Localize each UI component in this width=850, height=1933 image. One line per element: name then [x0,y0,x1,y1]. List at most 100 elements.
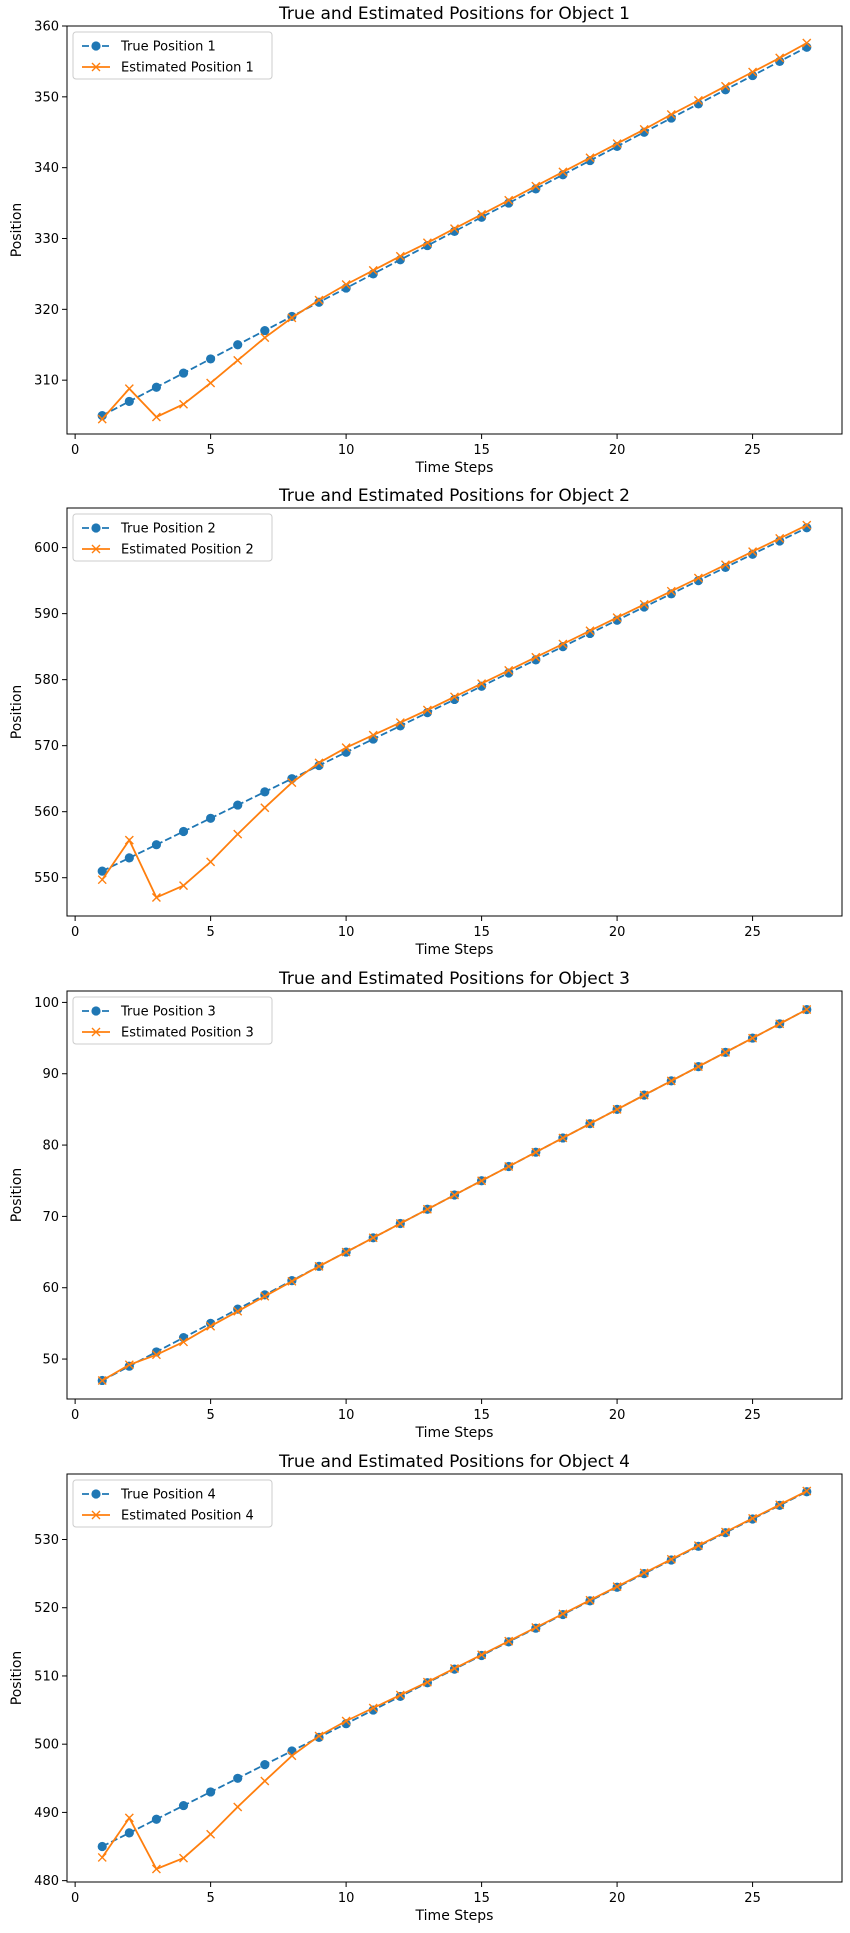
data-point [124,1813,134,1823]
series-true [97,523,812,876]
x-tick-label: 5 [206,1408,214,1423]
data-point [748,547,758,557]
legend: True Position 2 Estimated Position 2 [72,513,273,562]
x-tick-label: 5 [206,925,214,940]
data-point [585,153,595,163]
y-tick-label: 550 [34,871,59,886]
data-point [558,1609,568,1619]
data-point [802,520,812,530]
series-true [97,42,812,421]
x-tick-label: 5 [206,443,214,458]
data-point [666,1076,676,1086]
data-point [450,224,459,234]
data-point [585,1119,595,1129]
data-point [775,533,785,543]
x-tick-label: 20 [609,1891,626,1906]
legend-label: Estimated Position 4 [121,1509,254,1524]
data-point [477,1650,487,1660]
data-point [178,1800,189,1811]
data-point [124,1828,134,1838]
y-tick-label: 60 [42,1281,59,1296]
data-point [233,1306,243,1316]
data-point [477,1176,487,1186]
series-estimated [97,1005,812,1385]
data-point [666,1554,676,1564]
data-point [639,599,649,609]
y-tick-label: 90 [42,1067,59,1082]
legend-marker [91,1027,101,1037]
legend: True Position 3 Estimated Position 3 [72,996,273,1045]
data-point [179,1337,189,1347]
data-point [260,803,270,813]
x-axis-label: Time Steps [415,1425,494,1441]
y-tick-label: 520 [34,1601,59,1616]
data-point [504,1636,514,1646]
data-point [639,1568,649,1578]
data-point [612,1104,622,1114]
data-point [693,95,703,105]
data-point [97,875,107,885]
x-tick-label: 25 [744,925,761,940]
data-point [720,1047,730,1057]
data-point [287,1751,297,1761]
data-point [314,760,324,771]
data-point [97,1852,107,1862]
y-tick-label: 590 [34,607,59,622]
data-point [531,1147,541,1157]
data-point [179,1853,189,1863]
y-axis-label: Position [9,1651,25,1706]
x-tick-label: 25 [744,1408,761,1423]
legend-label: True Position 4 [120,1488,216,1503]
data-point [260,787,270,797]
data-point [639,1090,649,1100]
legend: True Position 4 Estimated Position 4 [72,1479,273,1528]
data-point [558,1133,568,1143]
data-point [368,730,378,740]
legend-marker [91,1510,101,1520]
x-tick-label: 5 [206,1891,214,1906]
plot-frame [66,990,843,1400]
legend-marker [91,62,101,72]
data-point [260,325,270,336]
data-point [693,573,703,583]
legend-label: True Position 2 [120,522,216,537]
chart-title: True and Estimated Positions for Object … [278,1452,630,1472]
x-tick-label: 15 [473,1408,490,1423]
x-tick-label: 25 [744,1891,761,1906]
x-tick-label: 10 [338,925,355,940]
data-point [97,414,107,424]
y-tick-label: 510 [34,1669,59,1684]
data-point [341,743,351,753]
chart-title: True and Estimated Positions for Object … [278,4,630,24]
x-tick-label: 10 [338,1408,355,1423]
plot-frame [66,25,843,435]
x-axis-label: Time Steps [415,942,494,958]
data-point [504,1161,514,1171]
data-point [395,1690,405,1700]
legend-label: True Position 1 [120,40,216,55]
y-axis-label: Position [9,685,25,740]
data-point [666,586,676,596]
data-point [341,1247,351,1257]
data-point [233,1802,243,1812]
data-point [124,1360,134,1370]
chart-title: True and Estimated Positions for Object … [278,486,630,506]
data-point [720,560,730,570]
data-point [206,354,216,364]
x-tick-label: 0 [71,1408,79,1423]
y-tick-label: 530 [34,1533,59,1548]
data-point [720,1527,730,1537]
y-tick-label: 580 [34,673,59,688]
x-axis-label: Time Steps [415,1908,494,1924]
data-point [97,1841,107,1852]
data-point [124,396,134,407]
data-point [802,1486,812,1496]
series-estimated [97,520,812,903]
x-tick-label: 25 [744,443,761,458]
data-point [287,313,297,323]
data-point [233,355,243,365]
legend-marker [91,1489,101,1499]
data-point [450,692,459,702]
y-axis-label: Position [9,1168,25,1223]
data-point [260,1760,270,1770]
